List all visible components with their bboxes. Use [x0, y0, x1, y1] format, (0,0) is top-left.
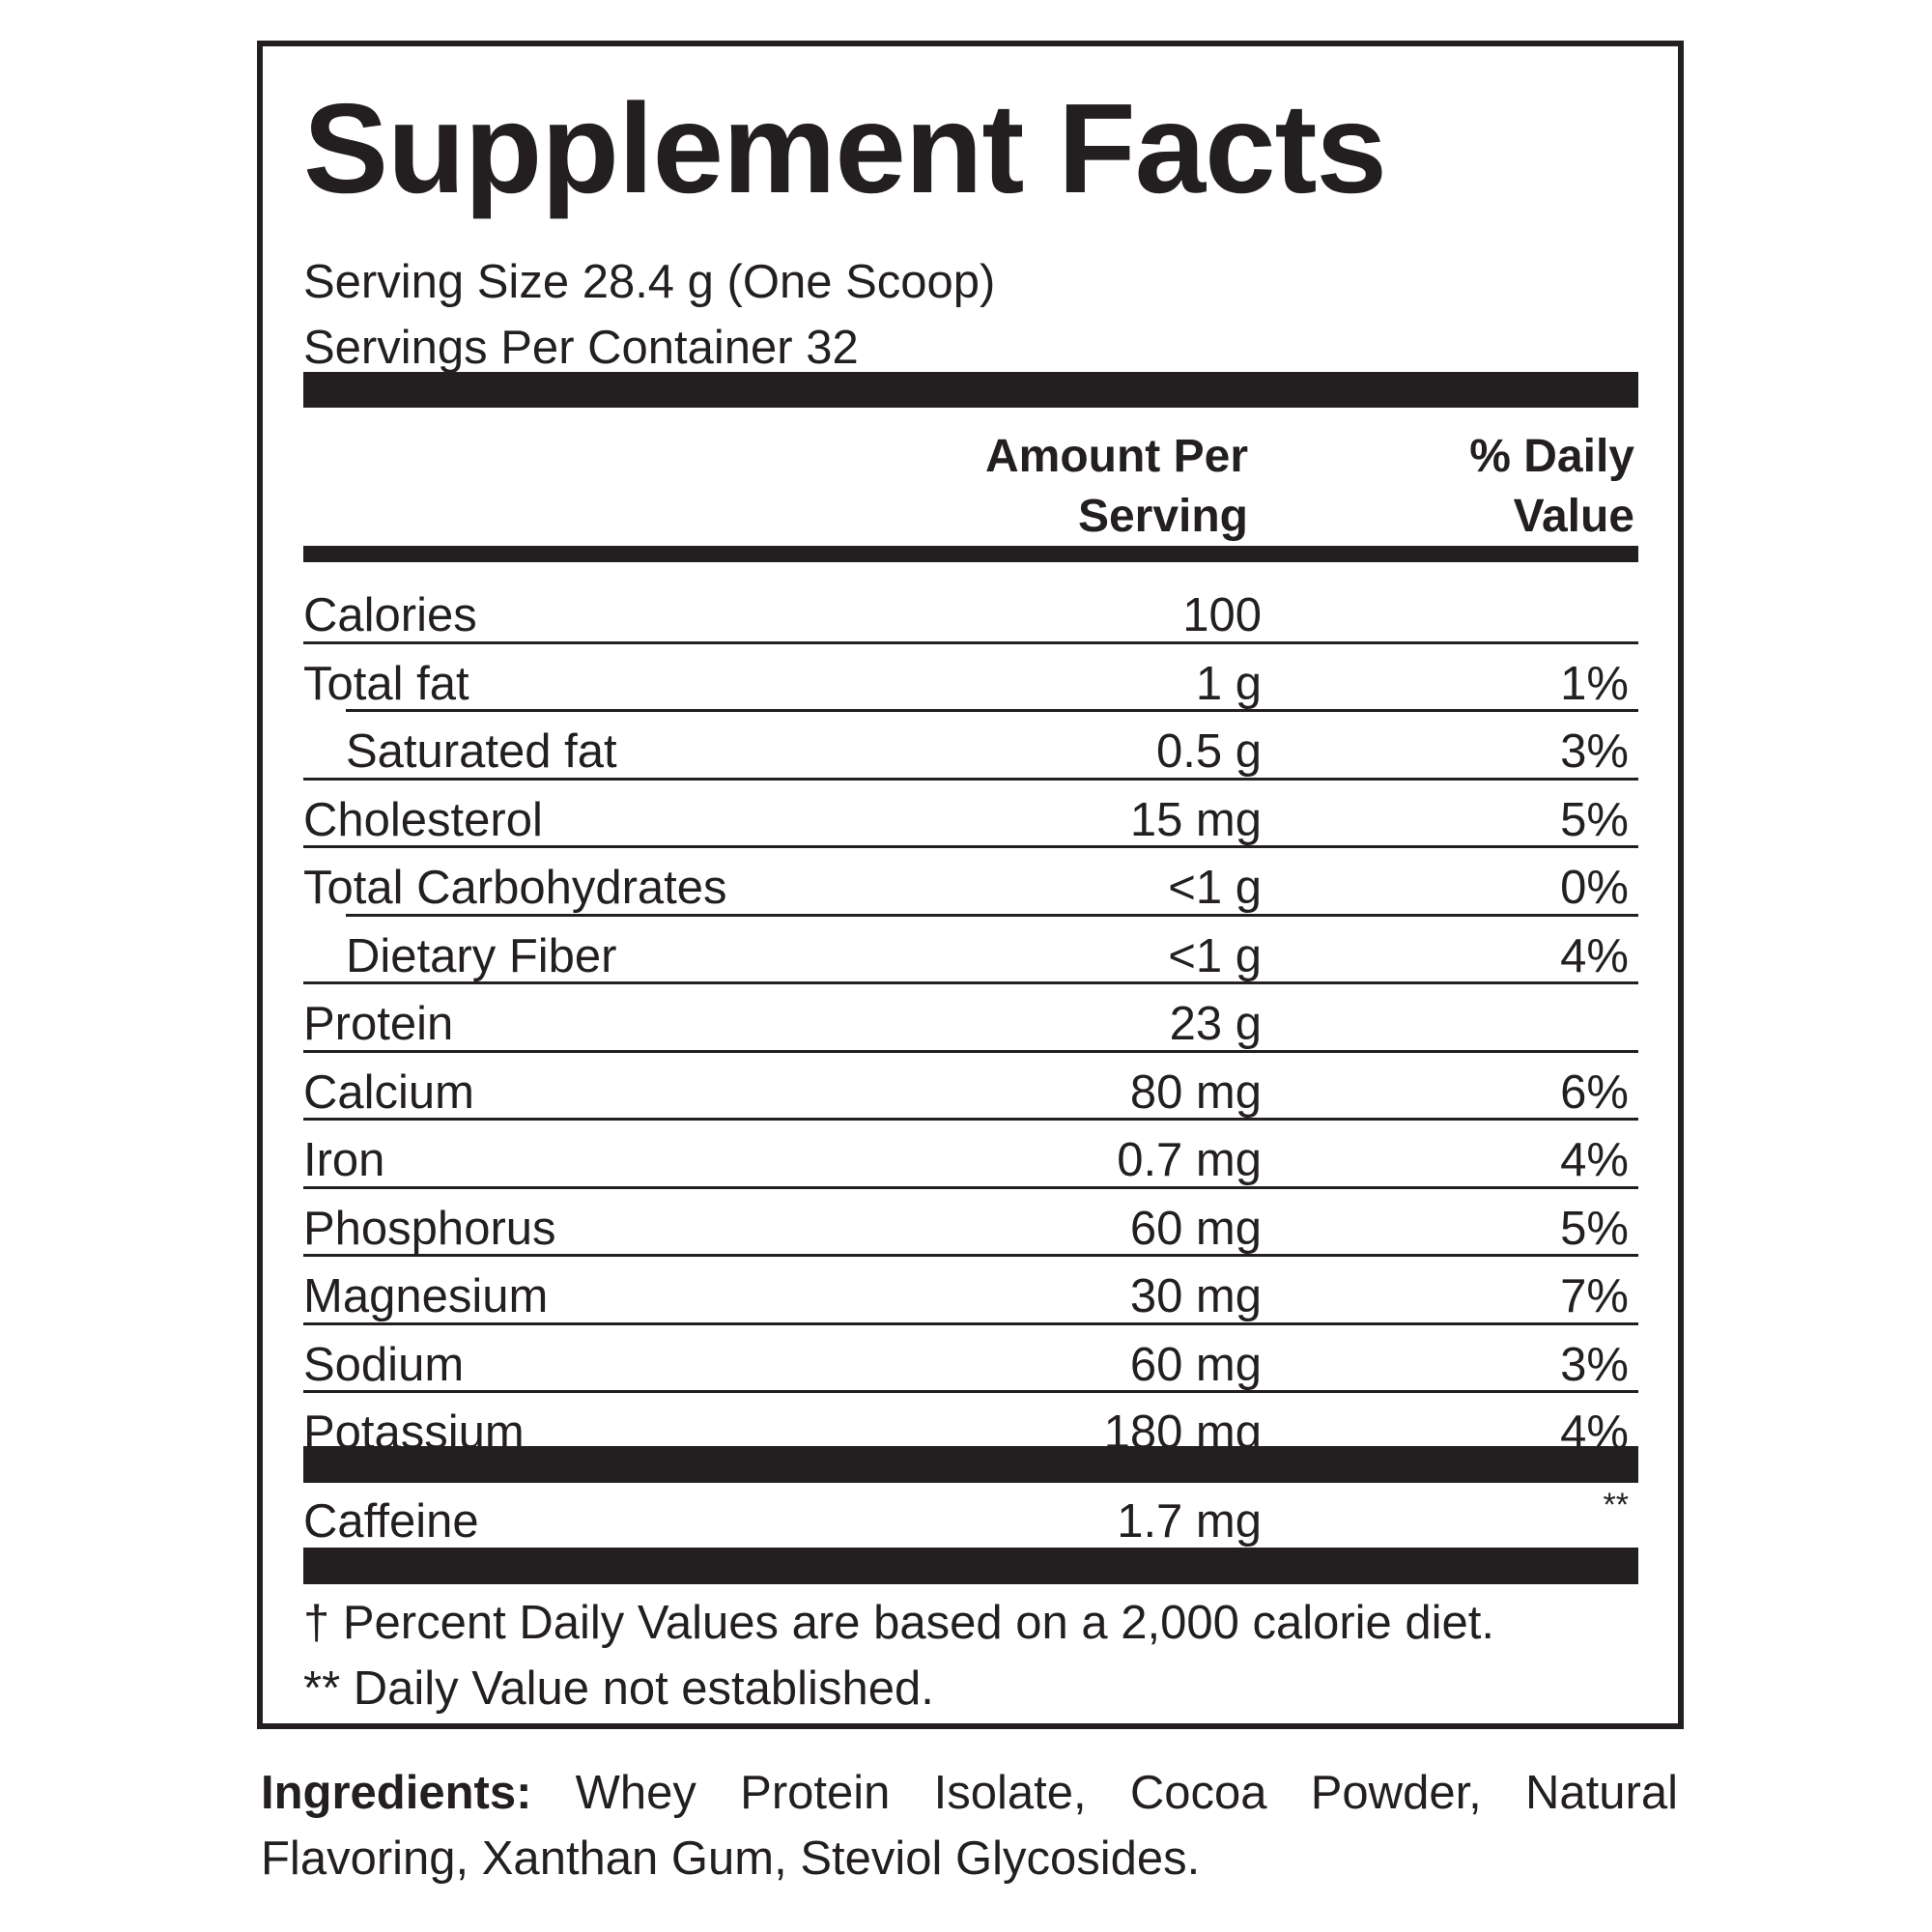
nutrient-name: Saturated fat: [346, 725, 617, 778]
nutrient-name: Dietary Fiber: [346, 929, 617, 982]
row-rule: [303, 1390, 1638, 1393]
daily-value: 7%: [1560, 1270, 1629, 1322]
nutrient-name: Caffeine: [303, 1495, 479, 1548]
nutrient-name: Magnesium: [303, 1270, 549, 1322]
daily-value: 0%: [1560, 862, 1629, 914]
amount: 30 mg: [1129, 1270, 1262, 1322]
amount: 0.5 g: [1156, 725, 1262, 778]
row-rule: [303, 845, 1638, 848]
nutrient-name: Iron: [303, 1134, 385, 1186]
nutrient-name: Calcium: [303, 1065, 474, 1119]
daily-value: 4%: [1560, 1134, 1629, 1186]
daily-value: 5%: [1560, 1202, 1629, 1255]
daily-value: 5%: [1560, 793, 1629, 846]
amount: 80 mg: [1129, 1065, 1262, 1119]
daily-value: 3%: [1560, 1338, 1629, 1391]
amount: 60 mg: [1129, 1202, 1262, 1255]
title: Supplement Facts: [303, 77, 1387, 219]
amount: 0.7 mg: [1117, 1134, 1262, 1186]
thick-rule: [303, 1446, 1638, 1483]
daily-value: 4%: [1560, 929, 1629, 982]
nutrient-name: Calories: [303, 589, 477, 641]
amount: 1.7 mg: [1117, 1495, 1262, 1548]
daily-value: 6%: [1560, 1065, 1629, 1119]
row-rule: [303, 1254, 1638, 1257]
column-header: Amount Per Serving: [984, 431, 1248, 542]
daily-value: 1%: [1560, 657, 1629, 710]
medium-rule: [303, 546, 1638, 562]
amount: 15 mg: [1129, 793, 1262, 846]
amount: 23 g: [1169, 998, 1262, 1050]
row-rule: [303, 777, 1638, 781]
nutrient-name: Potassium: [303, 1406, 525, 1459]
nutrient-name: Cholesterol: [303, 793, 543, 846]
daily-value: 3%: [1560, 725, 1629, 778]
amount: <1 g: [1168, 862, 1262, 914]
ingredients: Ingredients: Whey Protein Isolate, Cocoa…: [261, 1760, 1678, 1891]
column-header: % Daily Value: [1469, 431, 1634, 542]
row-rule: [303, 1321, 1638, 1325]
nutrient-name: Phosphorus: [303, 1202, 556, 1255]
amount: 100: [1182, 589, 1262, 641]
amount: 180 mg: [1103, 1406, 1262, 1459]
nutrient-name: Total Carbohydrates: [303, 862, 727, 914]
facts-panel: Supplement Facts Serving Size 28.4 g (On…: [257, 41, 1684, 1729]
row-rule: [346, 709, 1638, 712]
daily-value: 4%: [1560, 1406, 1629, 1459]
row-rule: [303, 1118, 1638, 1121]
row-rule: [303, 640, 1638, 644]
row-rule: [346, 913, 1638, 917]
daily-value: **: [1603, 1487, 1629, 1523]
ingredients-label: Ingredients:: [261, 1767, 532, 1819]
serving-size: Serving Size 28.4 g (One Scoop): [303, 256, 996, 308]
nutrient-name: Total fat: [303, 657, 469, 710]
footnote: † Percent Daily Values are based on a 2,…: [303, 1597, 1495, 1649]
row-rule: [303, 981, 1638, 984]
row-rule: [303, 1049, 1638, 1053]
nutrient-name: Sodium: [303, 1338, 465, 1391]
servings-per-container: Servings Per Container 32: [303, 322, 859, 374]
nutrient-name: Protein: [303, 998, 454, 1050]
amount: 60 mg: [1129, 1338, 1262, 1391]
footnote: ** Daily Value not established.: [303, 1662, 934, 1715]
amount: <1 g: [1168, 929, 1262, 982]
thick-rule: [303, 372, 1638, 408]
amount: 1 g: [1195, 657, 1262, 710]
thick-rule: [303, 1548, 1638, 1584]
row-rule: [303, 1185, 1638, 1189]
ingredients-text: Whey Protein Isolate, Cocoa Powder, Natu…: [261, 1767, 1678, 1885]
